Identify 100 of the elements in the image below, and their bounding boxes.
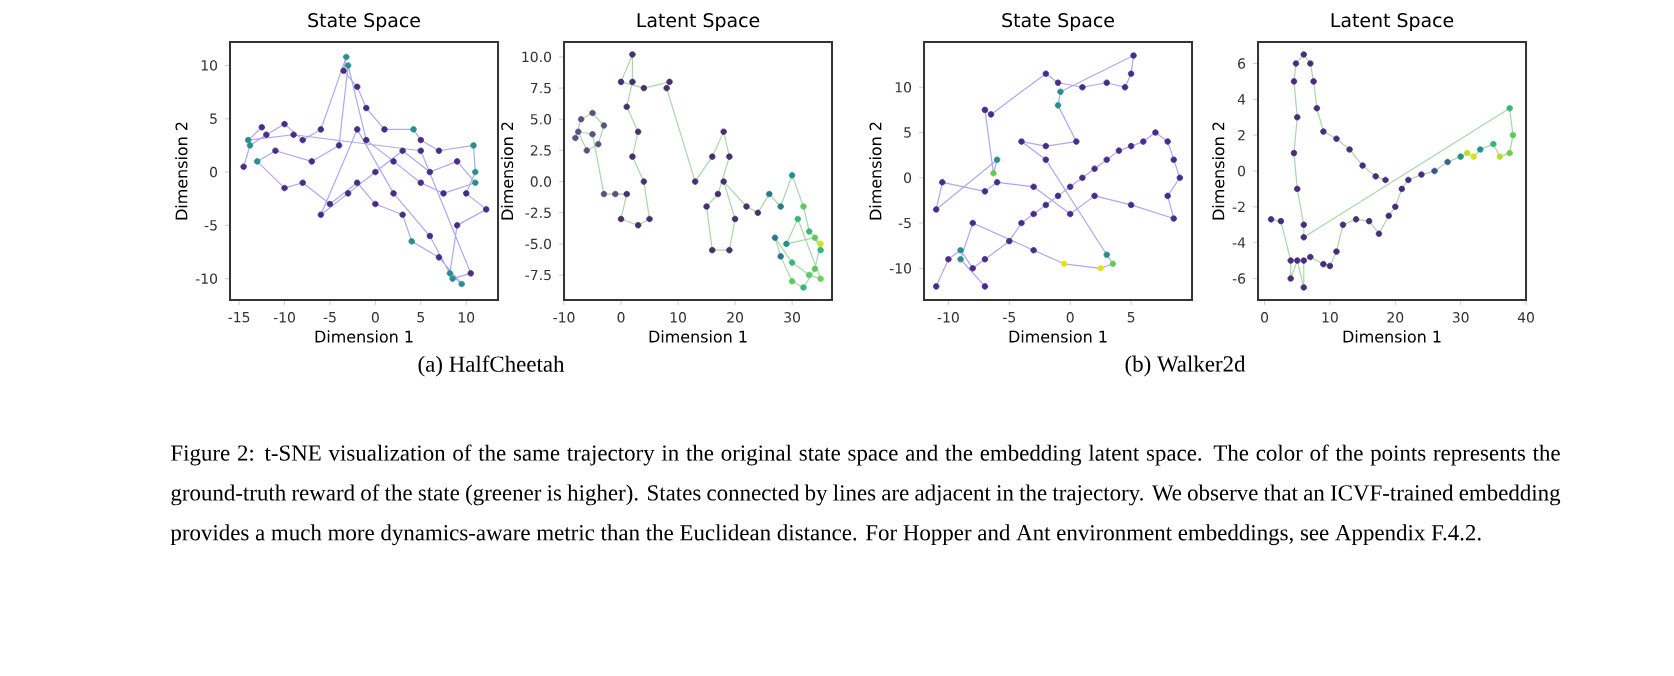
point <box>969 265 976 272</box>
point <box>258 124 266 131</box>
point <box>811 265 819 273</box>
point <box>326 200 334 208</box>
point <box>629 78 636 86</box>
point <box>806 228 813 235</box>
point <box>817 246 824 254</box>
point <box>435 147 443 154</box>
point <box>1300 284 1307 291</box>
point <box>399 211 406 218</box>
point <box>299 136 306 144</box>
point <box>777 253 784 260</box>
point <box>290 131 297 138</box>
point <box>794 215 801 223</box>
point <box>1313 105 1321 112</box>
point <box>981 283 989 290</box>
point <box>390 190 397 197</box>
point <box>281 184 288 192</box>
point <box>1054 102 1062 109</box>
point <box>363 104 370 112</box>
point <box>726 153 733 160</box>
point <box>299 179 306 186</box>
point <box>720 128 727 135</box>
point <box>691 178 699 185</box>
point <box>993 179 1001 186</box>
point <box>1359 162 1366 169</box>
caption: Figure 2: t-SNE visualization of the same trajectory in the original state space and the embedding latent space. The color of the points represents the ground-truth reward of the state (greener is higher). States connected by lines are adjacent in the trajectory. We observe that an ICVF-trained embedding provides a much more dynamics-aware metric than the Euclidean distance. For Hopper and Ant environment embeddings, see Appendix F.4.2. <box>170 444 1561 546</box>
point <box>335 142 343 149</box>
point <box>1292 60 1300 67</box>
point <box>1385 212 1392 219</box>
point <box>1287 257 1294 264</box>
point <box>788 259 796 266</box>
point <box>1140 138 1147 145</box>
point <box>463 190 470 197</box>
point <box>1067 210 1074 218</box>
point <box>754 209 762 216</box>
point <box>372 200 379 208</box>
point <box>993 156 1001 163</box>
point <box>617 78 625 86</box>
point <box>426 168 434 176</box>
point <box>575 128 582 135</box>
point <box>957 256 964 263</box>
text: (b) Walker2d <box>1125 355 1246 377</box>
point <box>410 126 417 133</box>
point <box>817 240 824 248</box>
point <box>1170 215 1177 222</box>
point <box>1346 146 1353 153</box>
point <box>800 284 807 291</box>
point <box>1152 129 1159 136</box>
point <box>1307 253 1314 261</box>
point <box>933 206 940 213</box>
point <box>246 142 254 149</box>
point <box>1018 219 1025 227</box>
point <box>1287 275 1294 282</box>
point <box>1103 79 1110 86</box>
point <box>453 222 461 229</box>
point <box>720 178 727 185</box>
point <box>1490 140 1497 148</box>
point <box>600 190 608 198</box>
point <box>1103 251 1110 258</box>
point <box>467 270 474 277</box>
point <box>1365 217 1373 225</box>
point <box>1352 216 1360 223</box>
point <box>981 256 989 263</box>
point <box>381 126 388 133</box>
point <box>623 190 630 198</box>
point <box>472 179 479 186</box>
point <box>1405 176 1412 184</box>
point <box>1333 135 1340 142</box>
point <box>617 215 625 223</box>
point <box>1103 156 1110 163</box>
point <box>240 163 247 170</box>
point <box>417 147 424 154</box>
point <box>981 188 989 195</box>
point <box>1372 173 1379 180</box>
point <box>612 190 619 198</box>
point <box>417 179 424 186</box>
point <box>1290 78 1298 85</box>
point <box>317 211 325 218</box>
point <box>1054 79 1062 86</box>
point <box>254 158 261 165</box>
point <box>340 67 347 74</box>
point <box>1097 265 1104 272</box>
point <box>453 158 461 165</box>
point <box>390 158 397 165</box>
point <box>417 136 424 144</box>
point <box>1300 257 1307 264</box>
point <box>806 271 813 279</box>
point <box>1073 138 1080 145</box>
point <box>1277 217 1285 225</box>
point <box>1496 153 1504 160</box>
point <box>372 168 379 176</box>
point <box>1294 257 1301 264</box>
point <box>623 103 630 111</box>
point <box>470 142 477 149</box>
point <box>743 203 750 210</box>
point <box>800 203 807 210</box>
point <box>987 111 995 118</box>
point <box>709 246 716 254</box>
point <box>1030 210 1037 218</box>
